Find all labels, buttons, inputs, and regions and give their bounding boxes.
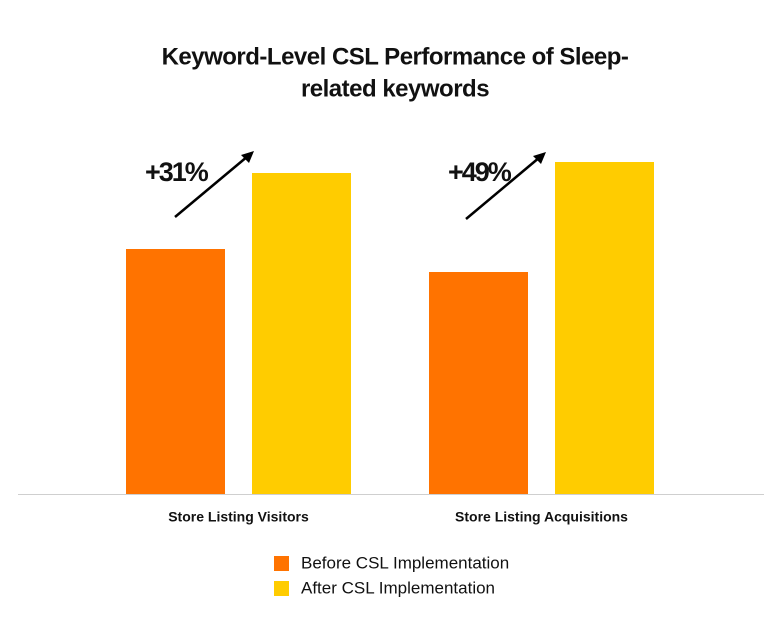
chart-title: related keywords (301, 75, 489, 102)
annotation: +31% (145, 157, 209, 187)
legend-swatch (274, 556, 289, 571)
arrow (174, 151, 546, 220)
bar (126, 249, 225, 494)
legend-label: After CSL Implementation (301, 578, 495, 597)
bar (252, 173, 351, 494)
legend-label: Before CSL Implementation (301, 553, 509, 572)
annotation: +49% (448, 157, 512, 187)
chart-title: Keyword-Level CSL Performance of Sleep- (162, 43, 629, 70)
bar (555, 162, 654, 494)
x-tick-label: Store Listing Visitors (168, 509, 309, 525)
x-tick-label: Store Listing Acquisitions (455, 509, 628, 525)
legend-swatch (274, 581, 289, 596)
bar (429, 272, 528, 494)
